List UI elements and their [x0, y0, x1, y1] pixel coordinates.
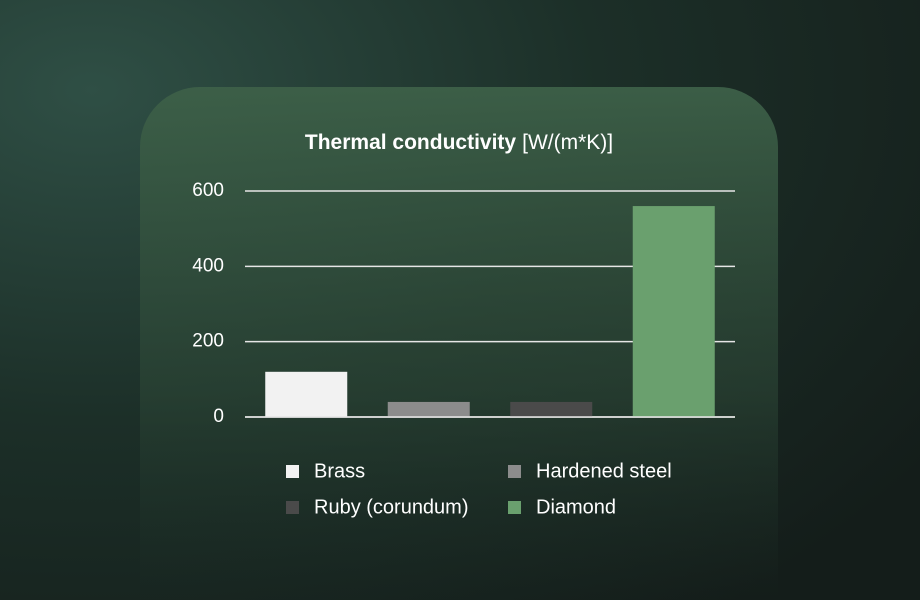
- title-unit: [W/(m*K)]: [522, 131, 613, 154]
- title-text: Thermal conductivity: [305, 131, 517, 154]
- bar: [510, 401, 593, 417]
- bar: [632, 206, 715, 417]
- legend-swatch: [286, 501, 299, 514]
- bar: [387, 401, 470, 417]
- y-tick-label: 200: [192, 331, 224, 352]
- legend-label: Brass: [314, 460, 365, 482]
- y-tick-label: 400: [192, 255, 224, 276]
- card: [140, 87, 778, 600]
- legend-label: Hardened steel: [536, 460, 672, 482]
- y-tick-label: 0: [213, 406, 224, 427]
- legend-label: Ruby (corundum): [314, 496, 469, 518]
- chart-title: Thermal conductivity [W/(m*K)]: [305, 131, 613, 154]
- bar: [265, 371, 348, 417]
- y-tick-label: 600: [192, 180, 224, 201]
- legend-swatch: [508, 465, 521, 478]
- legend-swatch: [508, 501, 521, 514]
- legend-label: Diamond: [536, 496, 616, 518]
- legend-swatch: [286, 465, 299, 478]
